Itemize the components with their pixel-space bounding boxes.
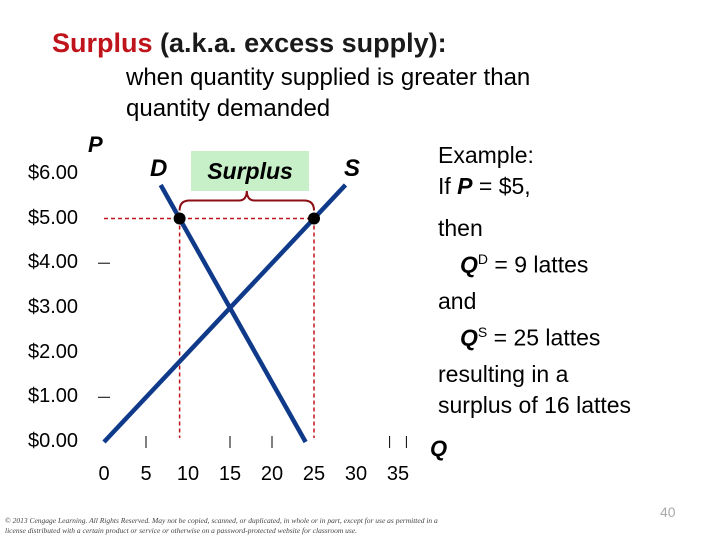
x-tick-label: 0: [98, 463, 110, 485]
example-qs: QS = 25 lattes: [460, 324, 601, 351]
x-tick-label: 20: [260, 463, 284, 485]
slide-subtitle: when quantity supplied is greater than q…: [126, 64, 531, 122]
y-tick-label: $1.00: [28, 385, 79, 408]
y-tick-label: $0.00: [28, 430, 79, 452]
example-heading: Example:: [438, 142, 534, 168]
example-qd: QD = 9 lattes: [460, 251, 589, 278]
x-tick-label: 30: [344, 463, 368, 485]
demand-curve: [158, 183, 308, 444]
example-and: and: [438, 288, 477, 314]
example-then: then: [438, 215, 483, 241]
example-price: If P = $5,: [438, 173, 531, 199]
x-tick-label: 25: [302, 463, 326, 485]
point-marker: [308, 212, 320, 225]
supply-curve: [102, 183, 348, 444]
point-marker: [173, 212, 186, 225]
slide-title: Surplus (a.k.a. excess supply):: [52, 28, 447, 58]
y-tick-label: $2.00: [28, 340, 79, 363]
demand-label: D: [150, 155, 168, 182]
y-axis-label: P: [88, 132, 103, 157]
y-tick-label: $6.00: [28, 161, 79, 184]
page-number: 40: [660, 504, 676, 520]
x-tick-label: 15: [218, 463, 242, 485]
copyright-notice: © 2013 Cengage Learning. All Rights Rese…: [5, 516, 438, 535]
x-tick-label: 5: [140, 463, 152, 485]
supply-label: S: [344, 155, 361, 182]
y-tick-label: $5.00: [28, 206, 79, 229]
surplus-label: Surplus: [191, 151, 309, 191]
surplus-brace: [178, 190, 315, 211]
x-tick-label: 35: [386, 463, 410, 485]
example-result-2: surplus of 16 lattes: [438, 392, 632, 418]
x-tick-label: 10: [176, 463, 200, 485]
y-tick-label: $4.00: [28, 251, 79, 274]
y-tick-label: $3.00: [28, 295, 79, 318]
example-result-1: resulting in a: [438, 361, 569, 387]
x-axis-label: Q: [430, 436, 448, 461]
